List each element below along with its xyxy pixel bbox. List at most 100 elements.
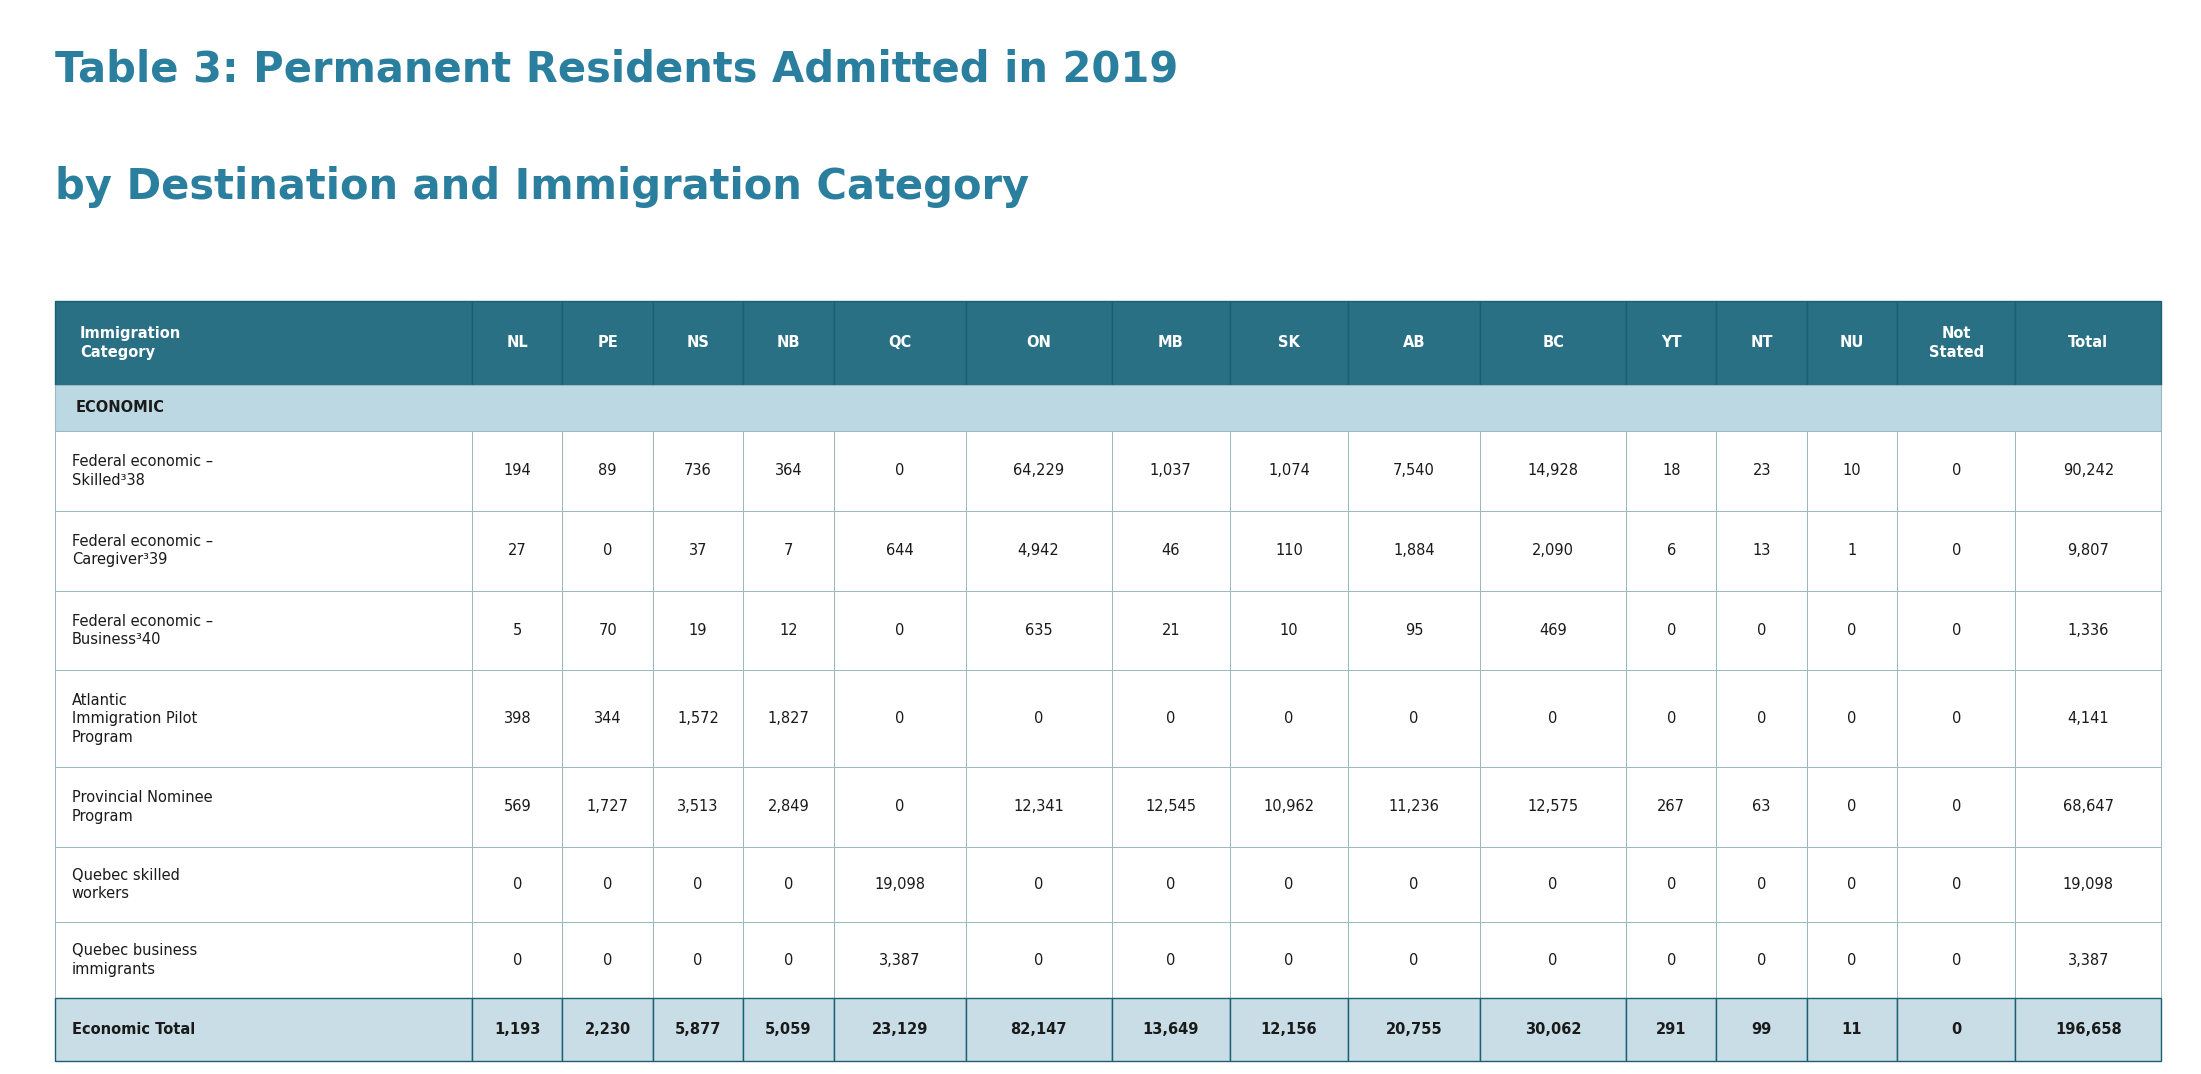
Text: 23: 23 xyxy=(1752,463,1772,478)
Text: 0: 0 xyxy=(1666,623,1675,638)
Text: 30,062: 30,062 xyxy=(1525,1022,1580,1037)
Text: 0: 0 xyxy=(1847,877,1858,892)
Text: YT: YT xyxy=(1662,335,1682,350)
Text: 4,141: 4,141 xyxy=(2067,711,2109,726)
Text: 0: 0 xyxy=(896,623,905,638)
Text: 0: 0 xyxy=(1283,711,1294,726)
Text: 0: 0 xyxy=(1034,711,1043,726)
Text: 0: 0 xyxy=(1550,877,1558,892)
Text: Federal economic –
Skilled³38: Federal economic – Skilled³38 xyxy=(73,454,213,488)
Text: 7,540: 7,540 xyxy=(1393,463,1435,478)
Text: 0: 0 xyxy=(1167,877,1175,892)
Text: 90,242: 90,242 xyxy=(2062,463,2113,478)
Text: by Destination and Immigration Category: by Destination and Immigration Category xyxy=(55,166,1030,208)
Text: 5,059: 5,059 xyxy=(766,1022,812,1037)
Text: 0: 0 xyxy=(1167,953,1175,968)
Text: 0: 0 xyxy=(784,953,792,968)
Text: 644: 644 xyxy=(885,543,913,558)
Text: Provincial Nominee
Program: Provincial Nominee Program xyxy=(73,790,211,824)
Text: 0: 0 xyxy=(603,543,612,558)
Text: 0: 0 xyxy=(1666,877,1675,892)
Text: 0: 0 xyxy=(1847,799,1858,814)
Text: Federal economic –
Caregiver³39: Federal economic – Caregiver³39 xyxy=(73,534,213,567)
Text: 291: 291 xyxy=(1655,1022,1686,1037)
Text: 11,236: 11,236 xyxy=(1389,799,1439,814)
Text: Not
Stated: Not Stated xyxy=(1928,325,1983,360)
Text: 82,147: 82,147 xyxy=(1010,1022,1067,1037)
Text: 0: 0 xyxy=(1847,623,1858,638)
Text: 196,658: 196,658 xyxy=(2056,1022,2122,1037)
Text: 19,098: 19,098 xyxy=(874,877,924,892)
Text: 0: 0 xyxy=(1952,799,1961,814)
Text: ON: ON xyxy=(1026,335,1052,350)
Text: 0: 0 xyxy=(1952,623,1961,638)
Text: 1,727: 1,727 xyxy=(588,799,629,814)
Text: MB: MB xyxy=(1158,335,1184,350)
Text: ECONOMIC: ECONOMIC xyxy=(77,401,165,416)
Text: 1,037: 1,037 xyxy=(1149,463,1191,478)
Text: 9,807: 9,807 xyxy=(2067,543,2109,558)
Text: Quebec skilled
workers: Quebec skilled workers xyxy=(73,868,180,901)
Text: 1,884: 1,884 xyxy=(1393,543,1435,558)
Text: PE: PE xyxy=(596,335,618,350)
Text: 10: 10 xyxy=(1279,623,1299,638)
Text: Total: Total xyxy=(2069,335,2109,350)
Text: 12: 12 xyxy=(779,623,797,638)
Text: 5,877: 5,877 xyxy=(676,1022,722,1037)
Text: 89: 89 xyxy=(599,463,616,478)
Text: 95: 95 xyxy=(1404,623,1424,638)
Text: Federal economic –
Business³40: Federal economic – Business³40 xyxy=(73,613,213,648)
Text: NU: NU xyxy=(1840,335,1864,350)
Text: 12,545: 12,545 xyxy=(1145,799,1197,814)
Text: BC: BC xyxy=(1543,335,1565,350)
Text: QC: QC xyxy=(887,335,911,350)
Text: 0: 0 xyxy=(896,799,905,814)
Text: 0: 0 xyxy=(1952,877,1961,892)
Text: 0: 0 xyxy=(1952,543,1961,558)
Text: 4,942: 4,942 xyxy=(1017,543,1059,558)
Text: 0: 0 xyxy=(1666,711,1675,726)
Text: 110: 110 xyxy=(1274,543,1303,558)
Text: 0: 0 xyxy=(1283,953,1294,968)
Text: 635: 635 xyxy=(1026,623,1052,638)
Text: 2,849: 2,849 xyxy=(768,799,810,814)
Text: 19: 19 xyxy=(689,623,707,638)
Text: 19,098: 19,098 xyxy=(2062,877,2113,892)
Text: 68,647: 68,647 xyxy=(2062,799,2113,814)
Text: 0: 0 xyxy=(1409,953,1420,968)
Text: 64,229: 64,229 xyxy=(1012,463,1065,478)
Text: 12,156: 12,156 xyxy=(1261,1022,1316,1037)
Text: NT: NT xyxy=(1750,335,1774,350)
Text: 736: 736 xyxy=(685,463,711,478)
Text: 0: 0 xyxy=(1034,877,1043,892)
Text: 1,572: 1,572 xyxy=(678,711,720,726)
Text: 0: 0 xyxy=(1952,463,1961,478)
Text: 5: 5 xyxy=(513,623,522,638)
Text: 0: 0 xyxy=(1756,623,1767,638)
Text: 0: 0 xyxy=(1756,711,1767,726)
Text: 0: 0 xyxy=(1756,953,1767,968)
Text: 0: 0 xyxy=(896,711,905,726)
Text: 0: 0 xyxy=(784,877,792,892)
Text: 46: 46 xyxy=(1162,543,1180,558)
Text: 18: 18 xyxy=(1662,463,1682,478)
Text: 13: 13 xyxy=(1752,543,1772,558)
Text: 12,575: 12,575 xyxy=(1527,799,1578,814)
Text: 1,827: 1,827 xyxy=(768,711,810,726)
Text: 364: 364 xyxy=(775,463,801,478)
Text: 63: 63 xyxy=(1752,799,1772,814)
Text: 0: 0 xyxy=(1409,711,1420,726)
Text: 1,193: 1,193 xyxy=(493,1022,541,1037)
Text: 0: 0 xyxy=(1283,877,1294,892)
Text: 23,129: 23,129 xyxy=(872,1022,929,1037)
Text: 0: 0 xyxy=(896,463,905,478)
Text: 569: 569 xyxy=(504,799,530,814)
Text: 0: 0 xyxy=(1952,711,1961,726)
Text: 10: 10 xyxy=(1842,463,1862,478)
Text: 21: 21 xyxy=(1162,623,1180,638)
Text: 0: 0 xyxy=(1409,877,1420,892)
Text: 6: 6 xyxy=(1666,543,1675,558)
Text: 1,074: 1,074 xyxy=(1268,463,1310,478)
Text: 99: 99 xyxy=(1752,1022,1772,1037)
Text: Quebec business
immigrants: Quebec business immigrants xyxy=(73,943,196,977)
